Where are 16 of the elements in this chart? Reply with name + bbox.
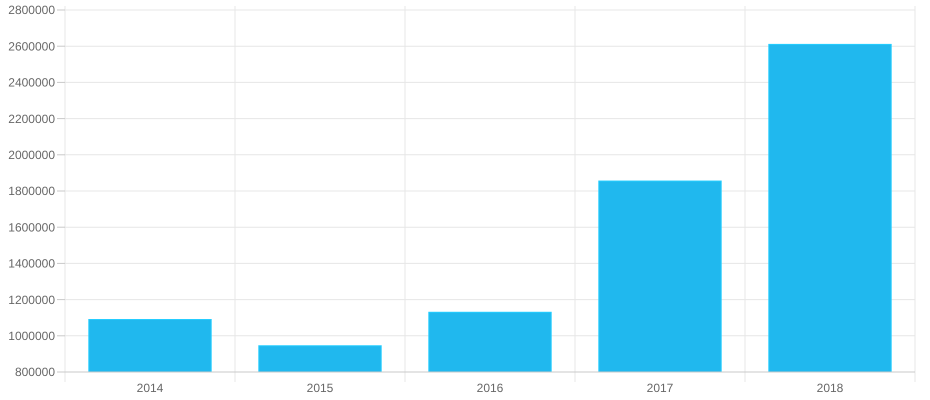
y-tick-label: 2800000	[8, 3, 56, 18]
y-tick-label: 2000000	[8, 148, 56, 162]
x-tick-label: 2014	[136, 381, 164, 396]
y-tick-label: 2400000	[8, 76, 56, 90]
y-tick-label: 2600000	[8, 39, 56, 54]
y-tick-label: 2200000	[8, 112, 56, 126]
x-tick-label: 2017	[646, 381, 674, 396]
x-tick-label: 2016	[476, 381, 504, 396]
x-tick-label: 2015	[306, 381, 334, 396]
y-tick-label: 1600000	[8, 220, 56, 234]
y-tick-label: 800000	[14, 365, 56, 380]
y-tick-label: 1000000	[8, 329, 56, 343]
y-tick-label: 1800000	[8, 184, 56, 198]
y-tick-label: 1200000	[8, 292, 56, 307]
y-tick-label: 1400000	[8, 256, 56, 271]
x-tick-label: 2018	[816, 381, 844, 396]
